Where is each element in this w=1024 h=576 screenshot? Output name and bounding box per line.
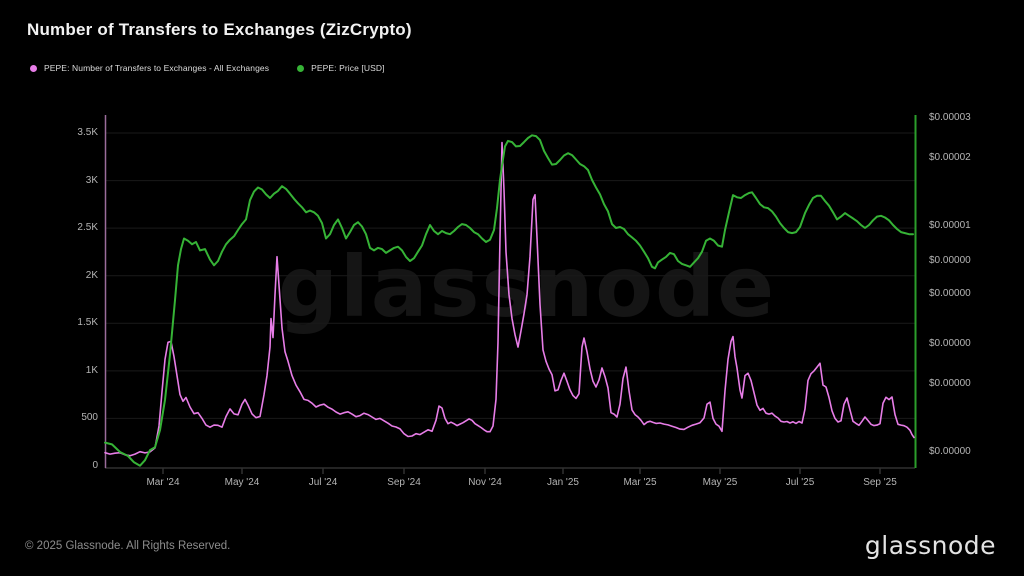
legend-item-transfers[interactable]: PEPE: Number of Transfers to Exchanges -… (30, 63, 269, 73)
y-axis-left-tick-label: 2K (85, 269, 98, 281)
y-axis-right-tick-label: $0.00002 (929, 151, 971, 163)
x-axis-tick-label: Mar '24 (146, 477, 180, 488)
legend-dot-transfers-icon (30, 64, 37, 72)
y-axis-left-tick-label: 3.5K (77, 127, 98, 138)
y-axis-left-tick-label: 500 (81, 412, 98, 424)
legend-dot-price-icon (297, 64, 305, 72)
glassnode-watermark: glassnode (277, 238, 777, 336)
x-axis-tick-label: Nov '24 (468, 477, 502, 488)
y-axis-left-tick-label: 2.5K (77, 222, 98, 234)
y-axis-left-tick-label: 1K (85, 364, 98, 376)
y-axis-right-tick-label: $0.00000 (929, 288, 971, 300)
y-axis-right-tick-label: $0.00000 (929, 255, 971, 266)
x-axis-tick-label: Jan '25 (547, 477, 579, 488)
x-axis-tick-label: Sep '25 (863, 477, 897, 488)
x-axis-tick-label: Mar '25 (623, 477, 657, 488)
x-axis-tick-label: May '24 (224, 477, 260, 488)
legend-label-price: PEPE: Price [USD] (311, 63, 385, 73)
y-axis-right-tick-label: $0.00001 (929, 220, 971, 231)
x-axis-tick-label: Sep '24 (387, 477, 421, 488)
y-axis-right-tick-label: $0.00000 (929, 446, 971, 457)
series-line-transfers[interactable] (104, 141, 915, 457)
y-axis-right-tick-label: $0.00000 (929, 338, 971, 350)
y-axis-right-tick-label: $0.00000 (929, 377, 971, 389)
legend-label-transfers: PEPE: Number of Transfers to Exchanges -… (44, 63, 270, 73)
copyright-text: © 2025 Glassnode. All Rights Reserved. (25, 540, 231, 552)
x-axis-tick-label: May '25 (702, 477, 738, 488)
y-axis-right-tick-label: $0.00003 (929, 112, 971, 124)
x-axis-tick-label: Jul '24 (308, 477, 338, 488)
y-axis-left-tick-label: 0 (92, 460, 98, 471)
x-axis-tick-label: Jul '25 (785, 477, 815, 488)
y-axis-left-tick-label: 1.5K (77, 317, 98, 329)
legend: PEPE: Number of Transfers to Exchanges -… (30, 63, 385, 73)
y-axis-left-tick-label: 3K (85, 174, 98, 186)
legend-item-price[interactable]: PEPE: Price [USD] (297, 63, 385, 73)
page-title: Number of Transfers to Exchanges (ZizCry… (27, 20, 412, 39)
series-line-price[interactable] (104, 134, 914, 467)
glassnode-logo: glassnode (864, 531, 996, 560)
